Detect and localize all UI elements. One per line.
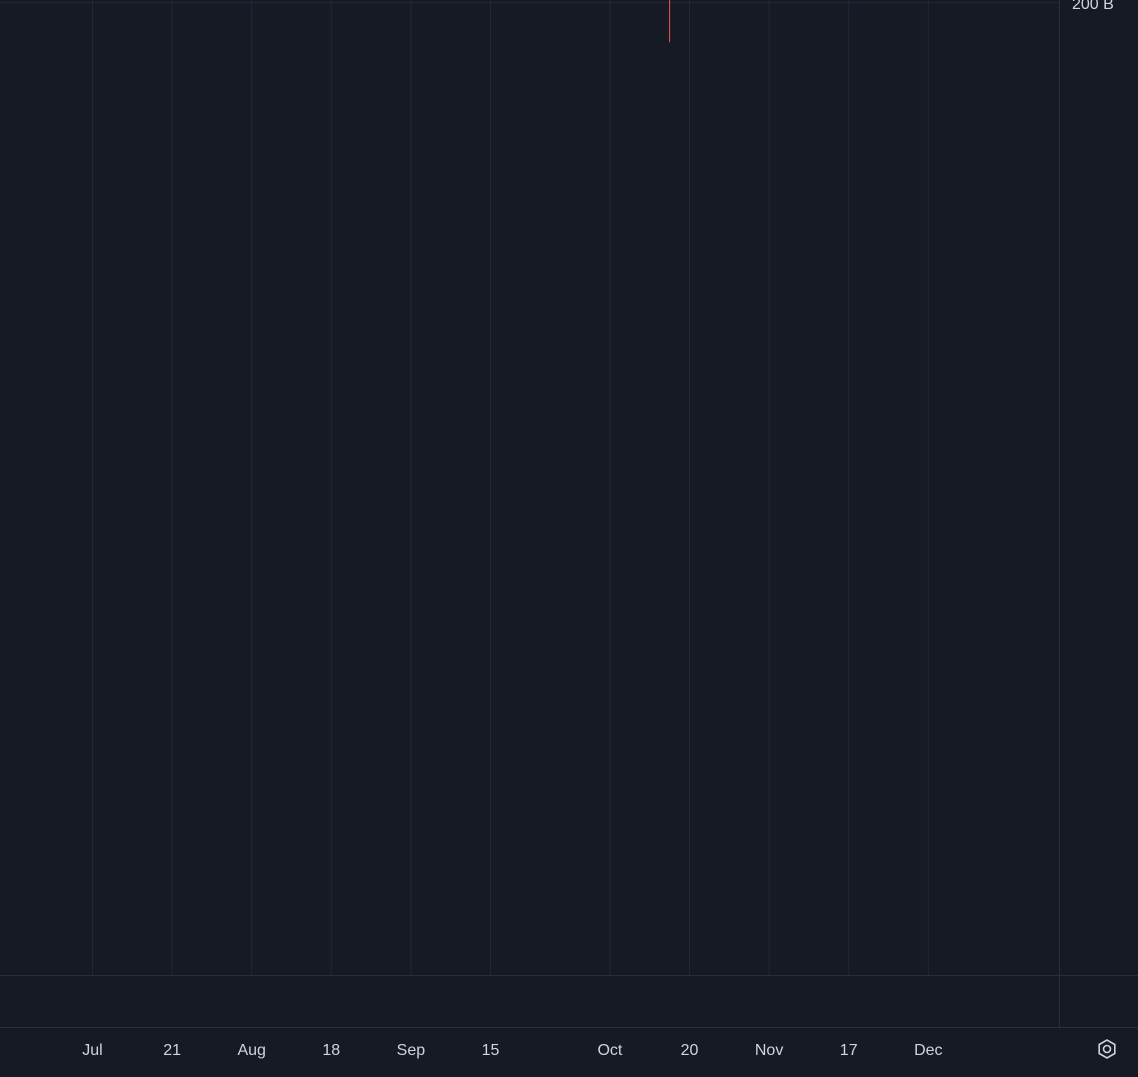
x-tick-label: 18 [322, 1042, 340, 1059]
x-tick-label: Aug [237, 1042, 265, 1059]
x-tick-label: Sep [397, 1042, 426, 1059]
x-tick-label: 21 [163, 1042, 181, 1059]
x-tick-label: 15 [482, 1042, 500, 1059]
y-tick-label: 200 B [1072, 0, 1114, 13]
x-tick-label: Nov [755, 1042, 783, 1059]
x-tick-label: 20 [681, 1042, 699, 1059]
x-tick-label: Oct [597, 1042, 622, 1059]
x-tick-label: 17 [840, 1042, 858, 1059]
grid [0, 0, 1059, 975]
x-tick-label: Dec [914, 1042, 942, 1059]
x-tick-label: Jul [82, 1042, 102, 1059]
settings-icon[interactable] [1098, 1039, 1116, 1059]
